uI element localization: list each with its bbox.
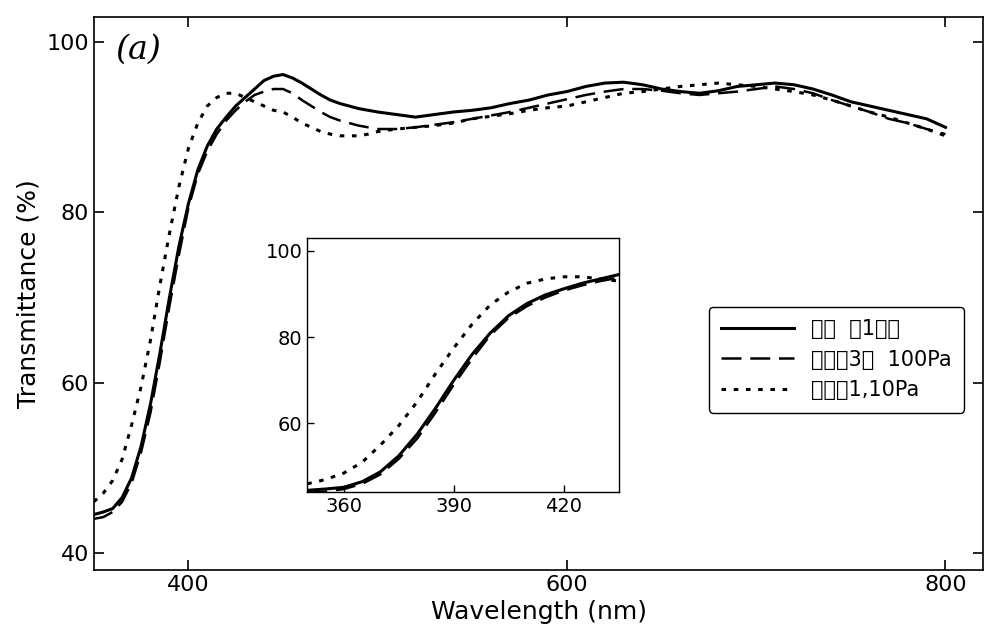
Y-axis label: Transmittance (%): Transmittance (%) xyxy=(17,179,41,408)
Text: (a): (a) xyxy=(116,33,162,65)
X-axis label: Wavelength (nm): Wavelength (nm) xyxy=(431,601,647,624)
Legend: 对比  例1空气, 实施例3，  100Pa, 实施例1,10Pa: 对比 例1空气, 实施例3， 100Pa, 实施例1,10Pa xyxy=(709,307,964,413)
